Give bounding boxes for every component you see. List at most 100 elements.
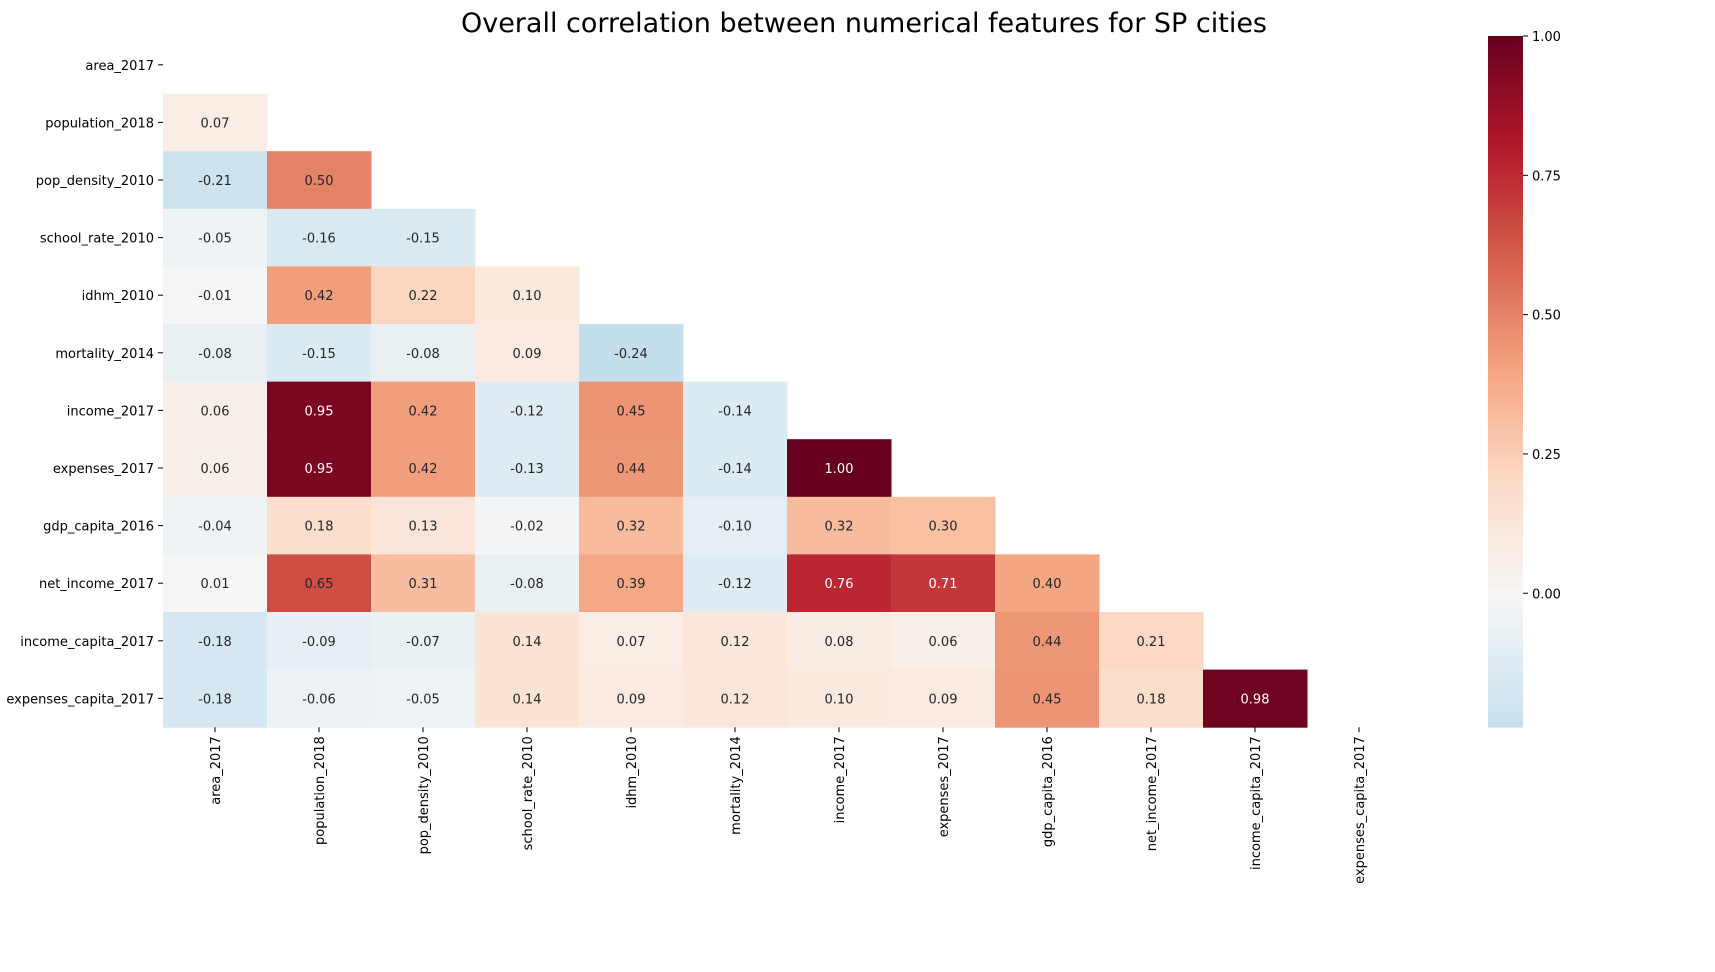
heatmap-cell bbox=[787, 496, 892, 555]
colorbar-segment bbox=[1488, 411, 1523, 417]
y-axis: area_2017 population_2018 pop_density_2010… bbox=[6, 59, 163, 707]
y-tick-label: area_2017 bbox=[85, 59, 154, 74]
heatmap-cell bbox=[683, 612, 788, 671]
cell-annotation: -0.14 bbox=[718, 404, 752, 419]
cell-annotation: 0.06 bbox=[201, 462, 230, 477]
heatmap-cell bbox=[683, 496, 788, 555]
cell-annotation: 0.50 bbox=[305, 174, 334, 189]
cell-annotation: -0.21 bbox=[198, 174, 232, 189]
colorbar-segment bbox=[1488, 648, 1523, 654]
colorbar-segment bbox=[1488, 722, 1523, 728]
colorbar-segment bbox=[1488, 134, 1523, 141]
colorbar-segment bbox=[1488, 381, 1523, 388]
colorbar-segment bbox=[1488, 608, 1523, 615]
heatmap-cell bbox=[371, 496, 476, 555]
heatmap-cell bbox=[163, 669, 268, 728]
heatmap-cell bbox=[579, 381, 684, 440]
colorbar-segment bbox=[1488, 342, 1523, 348]
colorbar-segment bbox=[1488, 633, 1523, 639]
colorbar-segment bbox=[1488, 129, 1523, 136]
colorbar-segment bbox=[1488, 509, 1523, 516]
colorbar-segment bbox=[1488, 435, 1523, 442]
colorbar-segment bbox=[1488, 36, 1523, 42]
colorbar-segment bbox=[1488, 603, 1523, 610]
colorbar-segment bbox=[1488, 258, 1523, 264]
colorbar-segment bbox=[1488, 499, 1523, 506]
heatmap-cell bbox=[579, 439, 684, 498]
cell-annotation: 0.22 bbox=[409, 289, 438, 304]
cell-annotation: 0.18 bbox=[1137, 692, 1166, 707]
colorbar-segment bbox=[1488, 573, 1523, 580]
colorbar-segment bbox=[1488, 490, 1523, 496]
x-tick-label: population_2018 bbox=[313, 736, 328, 845]
colorbar-segment bbox=[1488, 119, 1523, 126]
cell-annotation: 0.09 bbox=[929, 692, 958, 707]
colorbar-segment bbox=[1488, 687, 1523, 694]
colorbar-segment bbox=[1488, 164, 1523, 170]
cell-annotation: 0.14 bbox=[513, 692, 542, 707]
cell-annotation: 0.01 bbox=[201, 577, 230, 592]
cell-annotation: 0.13 bbox=[409, 520, 438, 535]
colorbar-segment bbox=[1488, 198, 1523, 205]
cell-annotation: 0.21 bbox=[1137, 635, 1166, 650]
colorbar-segment bbox=[1488, 90, 1523, 96]
colorbar-segment bbox=[1488, 361, 1523, 368]
heatmap-cell bbox=[371, 439, 476, 498]
cell-annotation: -0.18 bbox=[198, 635, 232, 650]
colorbar-segment bbox=[1488, 213, 1523, 220]
cell-annotation: -0.07 bbox=[406, 635, 440, 650]
colorbar-segment bbox=[1488, 529, 1523, 536]
colorbar-segment bbox=[1488, 243, 1523, 249]
heatmap-cells: 0.07 -0.21 0.50 -0.05 -0.16 -0.15 -0.01 0.42 0.2… bbox=[163, 93, 1308, 728]
heatmap-cell bbox=[579, 612, 684, 671]
colorbar-segment bbox=[1488, 544, 1523, 550]
cell-annotation: 0.09 bbox=[513, 347, 542, 362]
cell-annotation: 0.71 bbox=[929, 577, 958, 592]
colorbar-segment bbox=[1488, 70, 1523, 77]
x-tick-label: area_2017 bbox=[209, 736, 224, 805]
colorbar-segment bbox=[1488, 712, 1523, 718]
colorbar-segment bbox=[1488, 307, 1523, 313]
colorbar-segment bbox=[1488, 179, 1523, 185]
colorbar-segment bbox=[1488, 124, 1523, 131]
colorbar-segment bbox=[1488, 514, 1523, 521]
colorbar-segment bbox=[1488, 346, 1523, 353]
colorbar-segment bbox=[1488, 638, 1523, 644]
cell-annotation: 0.44 bbox=[1033, 635, 1062, 650]
heatmap-cell bbox=[579, 669, 684, 728]
colorbar-segment bbox=[1488, 406, 1523, 412]
x-tick-label: net_income_2017 bbox=[1145, 736, 1160, 851]
heatmap-cell bbox=[683, 669, 788, 728]
heatmap-cell bbox=[683, 554, 788, 613]
colorbar-segment bbox=[1488, 717, 1523, 723]
cell-annotation: -0.18 bbox=[198, 692, 232, 707]
colorbar-segment bbox=[1488, 193, 1523, 200]
cell-annotation: 0.32 bbox=[617, 520, 646, 535]
colorbar-segment bbox=[1488, 643, 1523, 649]
colorbar-segment bbox=[1488, 292, 1523, 299]
colorbar-segment bbox=[1488, 480, 1523, 486]
colorbar-segment bbox=[1488, 386, 1523, 392]
x-tick-label: pop_density_2010 bbox=[417, 736, 432, 854]
colorbar-segment bbox=[1488, 287, 1523, 294]
heatmap-cell bbox=[475, 439, 580, 498]
cell-annotation: 0.31 bbox=[409, 577, 438, 592]
heatmap-cell bbox=[163, 324, 268, 383]
cell-annotation: -0.24 bbox=[614, 347, 648, 362]
heatmap-cell bbox=[267, 439, 372, 498]
colorbar-segment bbox=[1488, 184, 1523, 190]
heatmap-cell bbox=[475, 324, 580, 383]
colorbar-segment bbox=[1488, 465, 1523, 471]
colorbar-segment bbox=[1488, 159, 1523, 165]
cell-annotation: 0.10 bbox=[825, 692, 854, 707]
x-tick-label: income_2017 bbox=[833, 736, 848, 823]
colorbar-segment bbox=[1488, 218, 1523, 225]
heatmap-cell bbox=[787, 612, 892, 671]
heatmap-cell bbox=[891, 496, 996, 555]
heatmap-cell bbox=[267, 669, 372, 728]
cell-annotation: 0.30 bbox=[929, 520, 958, 535]
heatmap-cell bbox=[163, 554, 268, 613]
y-tick-label: idhm_2010 bbox=[82, 289, 154, 304]
colorbar-segment bbox=[1488, 272, 1523, 279]
colorbar-segment bbox=[1488, 371, 1523, 378]
